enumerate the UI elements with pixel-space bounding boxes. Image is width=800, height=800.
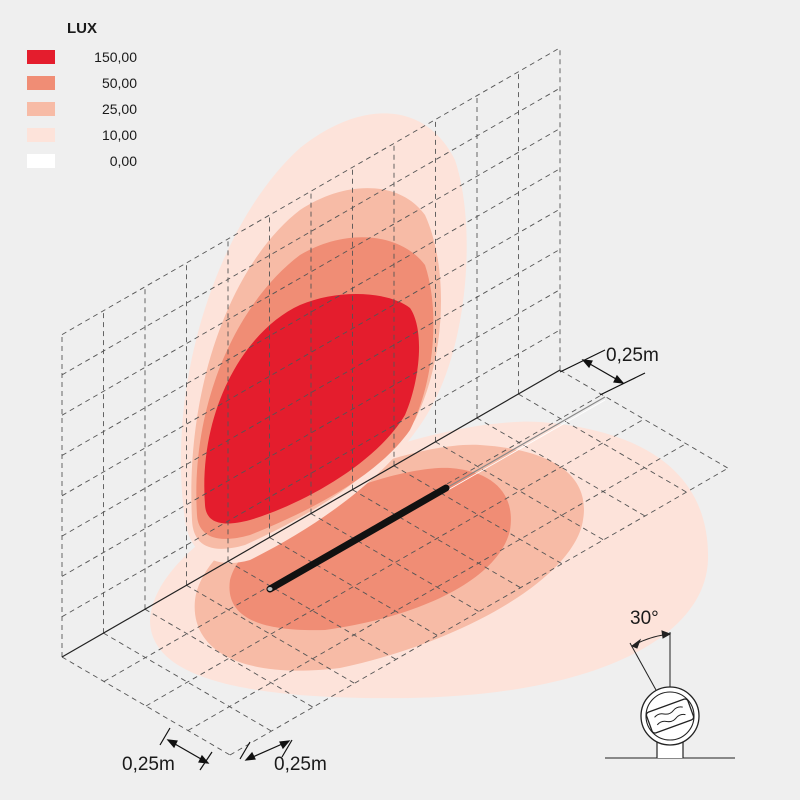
wall-grid-line xyxy=(61,168,561,456)
floor-grid xyxy=(61,369,729,756)
wall-contour-150 xyxy=(204,293,420,524)
legend-item: 150,00 xyxy=(27,49,187,66)
legend-title: LUX xyxy=(67,20,97,37)
wall-grid-line xyxy=(61,47,561,335)
luminaire-cross-section xyxy=(605,630,735,759)
floor-grid-line xyxy=(310,513,480,612)
floor-grid-line xyxy=(227,561,397,660)
legend-item: 10,00 xyxy=(27,127,187,144)
floor-grid-line xyxy=(61,656,231,756)
floor-grid-line xyxy=(103,394,603,682)
dimension-right xyxy=(559,349,646,396)
wall-grid-line xyxy=(61,248,561,537)
legend-item: 25,00 xyxy=(27,101,187,118)
floor-grid-line xyxy=(186,584,355,684)
wall-grid xyxy=(61,47,561,657)
wall-grid-line xyxy=(61,329,561,618)
floor-grid-line xyxy=(145,418,645,707)
legend-value: 25,00 xyxy=(101,101,137,117)
wall-floor-corner-line xyxy=(61,369,561,658)
wall-grid-line xyxy=(61,208,561,497)
legend-value: 150,00 xyxy=(94,49,137,65)
legend-value: 0,00 xyxy=(109,153,137,169)
floor-grid-line xyxy=(229,467,729,756)
legend-swatch xyxy=(27,128,55,142)
floor-grid-line xyxy=(187,443,687,731)
dimension-label-bottom-left: 0,25m xyxy=(122,754,175,775)
floor-grid-line xyxy=(435,441,604,541)
linear-luminaire xyxy=(266,484,450,593)
wall-grid-line xyxy=(61,289,561,577)
legend-swatch xyxy=(27,76,55,90)
floor-grid-line xyxy=(144,608,314,708)
legend-item: 50,00 xyxy=(27,75,187,92)
legend-swatch xyxy=(27,102,55,116)
legend-item: 0,00 xyxy=(27,153,187,170)
legend-swatch xyxy=(27,154,55,168)
legend-value: 10,00 xyxy=(101,127,137,143)
floor-grid-line xyxy=(393,465,563,565)
luminaire-cable-shadow xyxy=(447,399,606,491)
wall-isolux-contours xyxy=(180,113,467,564)
floor-grid-line xyxy=(103,632,272,732)
floor-grid-line xyxy=(269,537,438,636)
luminaire-end-cap xyxy=(266,586,274,592)
tilt-angle-label: 30° xyxy=(630,608,659,629)
floor-grid-line xyxy=(518,393,687,493)
floor-grid-line xyxy=(559,369,729,469)
floor-grid-line xyxy=(352,489,521,589)
legend-value: 50,00 xyxy=(101,75,137,91)
floor-grid-line xyxy=(476,417,646,517)
wall-grid-line xyxy=(61,87,561,376)
dimension-bottom-left xyxy=(159,727,213,771)
wall-grid-line xyxy=(61,128,561,416)
dimension-label-bottom-right: 0,25m xyxy=(274,754,327,775)
luminaire-cable xyxy=(447,396,606,488)
legend-swatch xyxy=(27,50,55,64)
dimension-bottom-right xyxy=(239,739,293,761)
dimension-label-right: 0,25m xyxy=(606,345,659,366)
floor-contour-50 xyxy=(229,467,511,631)
